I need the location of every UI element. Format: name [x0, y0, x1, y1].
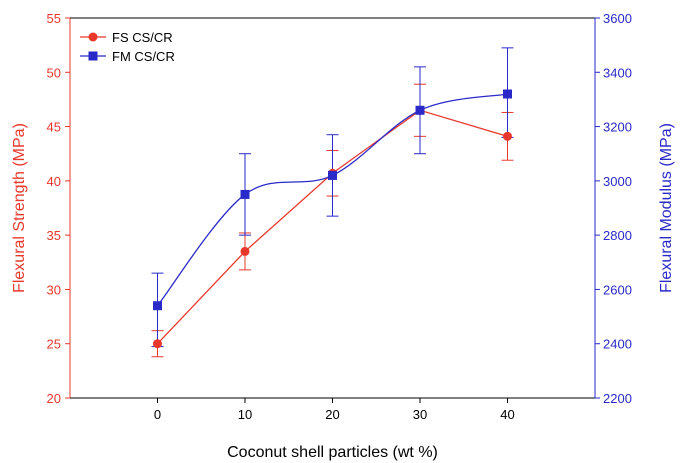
data-point-circle — [240, 246, 250, 256]
legend-marker-square — [88, 51, 98, 61]
right-y-tick-label: 2600 — [603, 282, 632, 297]
right-y-tick-label: 2800 — [603, 228, 632, 243]
legend-label: FM CS/CR — [112, 49, 175, 64]
data-point-square — [415, 105, 425, 115]
error-bars — [151, 47, 514, 358]
x-tick-label: 0 — [154, 407, 161, 422]
left-y-tick-label: 45 — [47, 120, 61, 135]
right-y-tick-label: 3600 — [603, 11, 632, 26]
left-y-tick-label: 55 — [47, 11, 61, 26]
legend-marker-circle — [88, 32, 98, 42]
data-point-circle — [153, 339, 162, 349]
legend-label: FS CS/CR — [112, 30, 173, 45]
data-point-square — [240, 189, 250, 199]
right-y-tick-label: 3200 — [603, 120, 632, 135]
data-point-square — [503, 89, 512, 99]
series-lines — [156, 93, 508, 345]
data-point-square — [153, 301, 162, 311]
right-y-tick-label: 3000 — [603, 174, 632, 189]
left-y-tick-label: 50 — [47, 65, 61, 80]
data-markers — [153, 89, 512, 349]
right-y-tick-label: 2400 — [603, 337, 632, 352]
x-axis-title: Coconut shell particles (wt %) — [227, 444, 438, 461]
right-y-axis-title: Flexural Modulus (MPa) — [658, 123, 675, 293]
left-y-tick-label: 40 — [47, 174, 61, 189]
left-y-axis-title: Flexural Strength (MPa) — [11, 123, 28, 293]
legend: FS CS/CR FM CS/CR — [80, 30, 175, 64]
axes: 0 10 20 30 40 Coconut shell particles (wt %) 2… — [11, 11, 675, 461]
right-y-tick-label: 3400 — [603, 65, 632, 80]
right-y-tick-label: 2200 — [603, 391, 632, 406]
x-tick-label: 20 — [325, 407, 339, 422]
left-y-tick-label: 25 — [47, 337, 61, 352]
x-tick-label: 40 — [500, 407, 514, 422]
x-tick-label: 30 — [413, 407, 427, 422]
x-tick-label: 10 — [238, 407, 252, 422]
left-y-tick-label: 30 — [47, 282, 61, 297]
left-y-tick-label: 20 — [47, 391, 61, 406]
data-point-square — [328, 170, 337, 180]
data-point-circle — [503, 131, 512, 141]
left-y-tick-label: 35 — [47, 228, 61, 243]
